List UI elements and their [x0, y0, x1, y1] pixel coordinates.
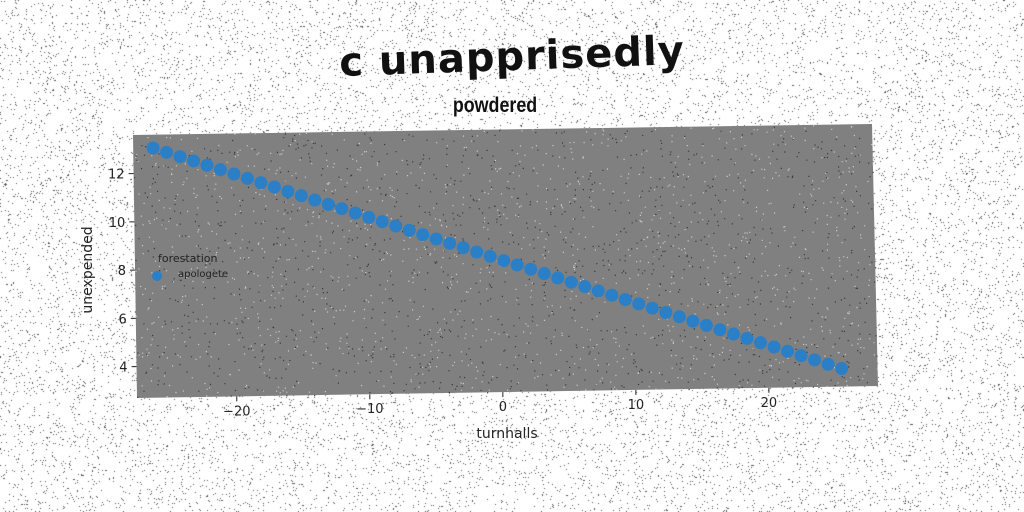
data-point	[591, 284, 605, 298]
data-point	[362, 210, 376, 224]
data-point	[753, 336, 767, 350]
legend-label: apologete	[178, 269, 228, 280]
data-point	[713, 323, 727, 337]
data-point	[213, 163, 227, 177]
y-tick-label: 10	[109, 216, 126, 231]
data-point	[240, 171, 254, 185]
data-point	[605, 288, 619, 302]
data-point	[524, 262, 538, 276]
data-point	[416, 228, 430, 242]
data-point	[321, 197, 335, 211]
data-point	[456, 241, 470, 255]
data-point	[510, 258, 524, 272]
data-point	[740, 331, 754, 345]
scatter-series	[146, 141, 849, 376]
data-point	[173, 150, 187, 164]
data-point	[375, 215, 389, 229]
data-point	[672, 310, 686, 324]
x-axis: −20 −10 0 10 20	[223, 387, 778, 419]
data-point	[537, 267, 551, 281]
legend: forestation apologete	[152, 252, 228, 281]
data-point	[699, 318, 713, 332]
data-point	[187, 154, 201, 168]
data-point	[281, 184, 295, 198]
data-point	[483, 249, 497, 263]
data-point	[348, 206, 362, 220]
data-point	[254, 176, 268, 190]
y-tick-label: 12	[108, 168, 125, 183]
data-point	[389, 219, 403, 233]
x-axis-label: turnhalls	[476, 426, 537, 442]
data-point	[645, 301, 659, 315]
data-point	[781, 344, 795, 358]
data-point	[308, 193, 322, 207]
chart-subtitle: powdered	[452, 94, 538, 117]
data-point	[794, 349, 808, 363]
x-tick-label: −10	[356, 402, 383, 417]
data-point	[686, 314, 700, 328]
data-point	[564, 275, 578, 289]
data-point	[726, 327, 740, 341]
data-point	[632, 297, 646, 311]
data-point	[429, 232, 443, 246]
x-tick-label: 10	[628, 398, 645, 413]
data-point	[497, 254, 511, 268]
data-point	[659, 305, 673, 319]
y-tick-label: 4	[119, 361, 127, 376]
data-point	[402, 223, 416, 237]
data-point	[335, 202, 349, 216]
y-tick-label: 8	[118, 264, 126, 279]
data-point	[808, 353, 822, 367]
data-point	[200, 158, 214, 172]
data-point	[443, 236, 457, 250]
data-point	[821, 357, 835, 371]
data-point	[578, 280, 592, 294]
data-point	[160, 145, 174, 159]
data-point	[267, 180, 281, 194]
legend-marker	[152, 271, 162, 281]
y-axis-label: unexpended	[80, 226, 96, 313]
legend-title: forestation	[158, 252, 218, 265]
data-point	[618, 293, 632, 307]
x-tick-label: 0	[499, 400, 507, 415]
y-axis: 4 6 8 10 12	[108, 168, 137, 376]
data-point	[470, 245, 484, 259]
x-tick-label: −20	[223, 404, 250, 419]
data-point	[294, 189, 308, 203]
data-point	[551, 271, 565, 285]
data-point	[767, 340, 781, 354]
data-point	[227, 167, 241, 181]
y-tick-label: 6	[119, 312, 127, 327]
x-tick-label: 20	[761, 396, 778, 411]
data-point	[146, 141, 160, 155]
data-point	[835, 362, 849, 376]
